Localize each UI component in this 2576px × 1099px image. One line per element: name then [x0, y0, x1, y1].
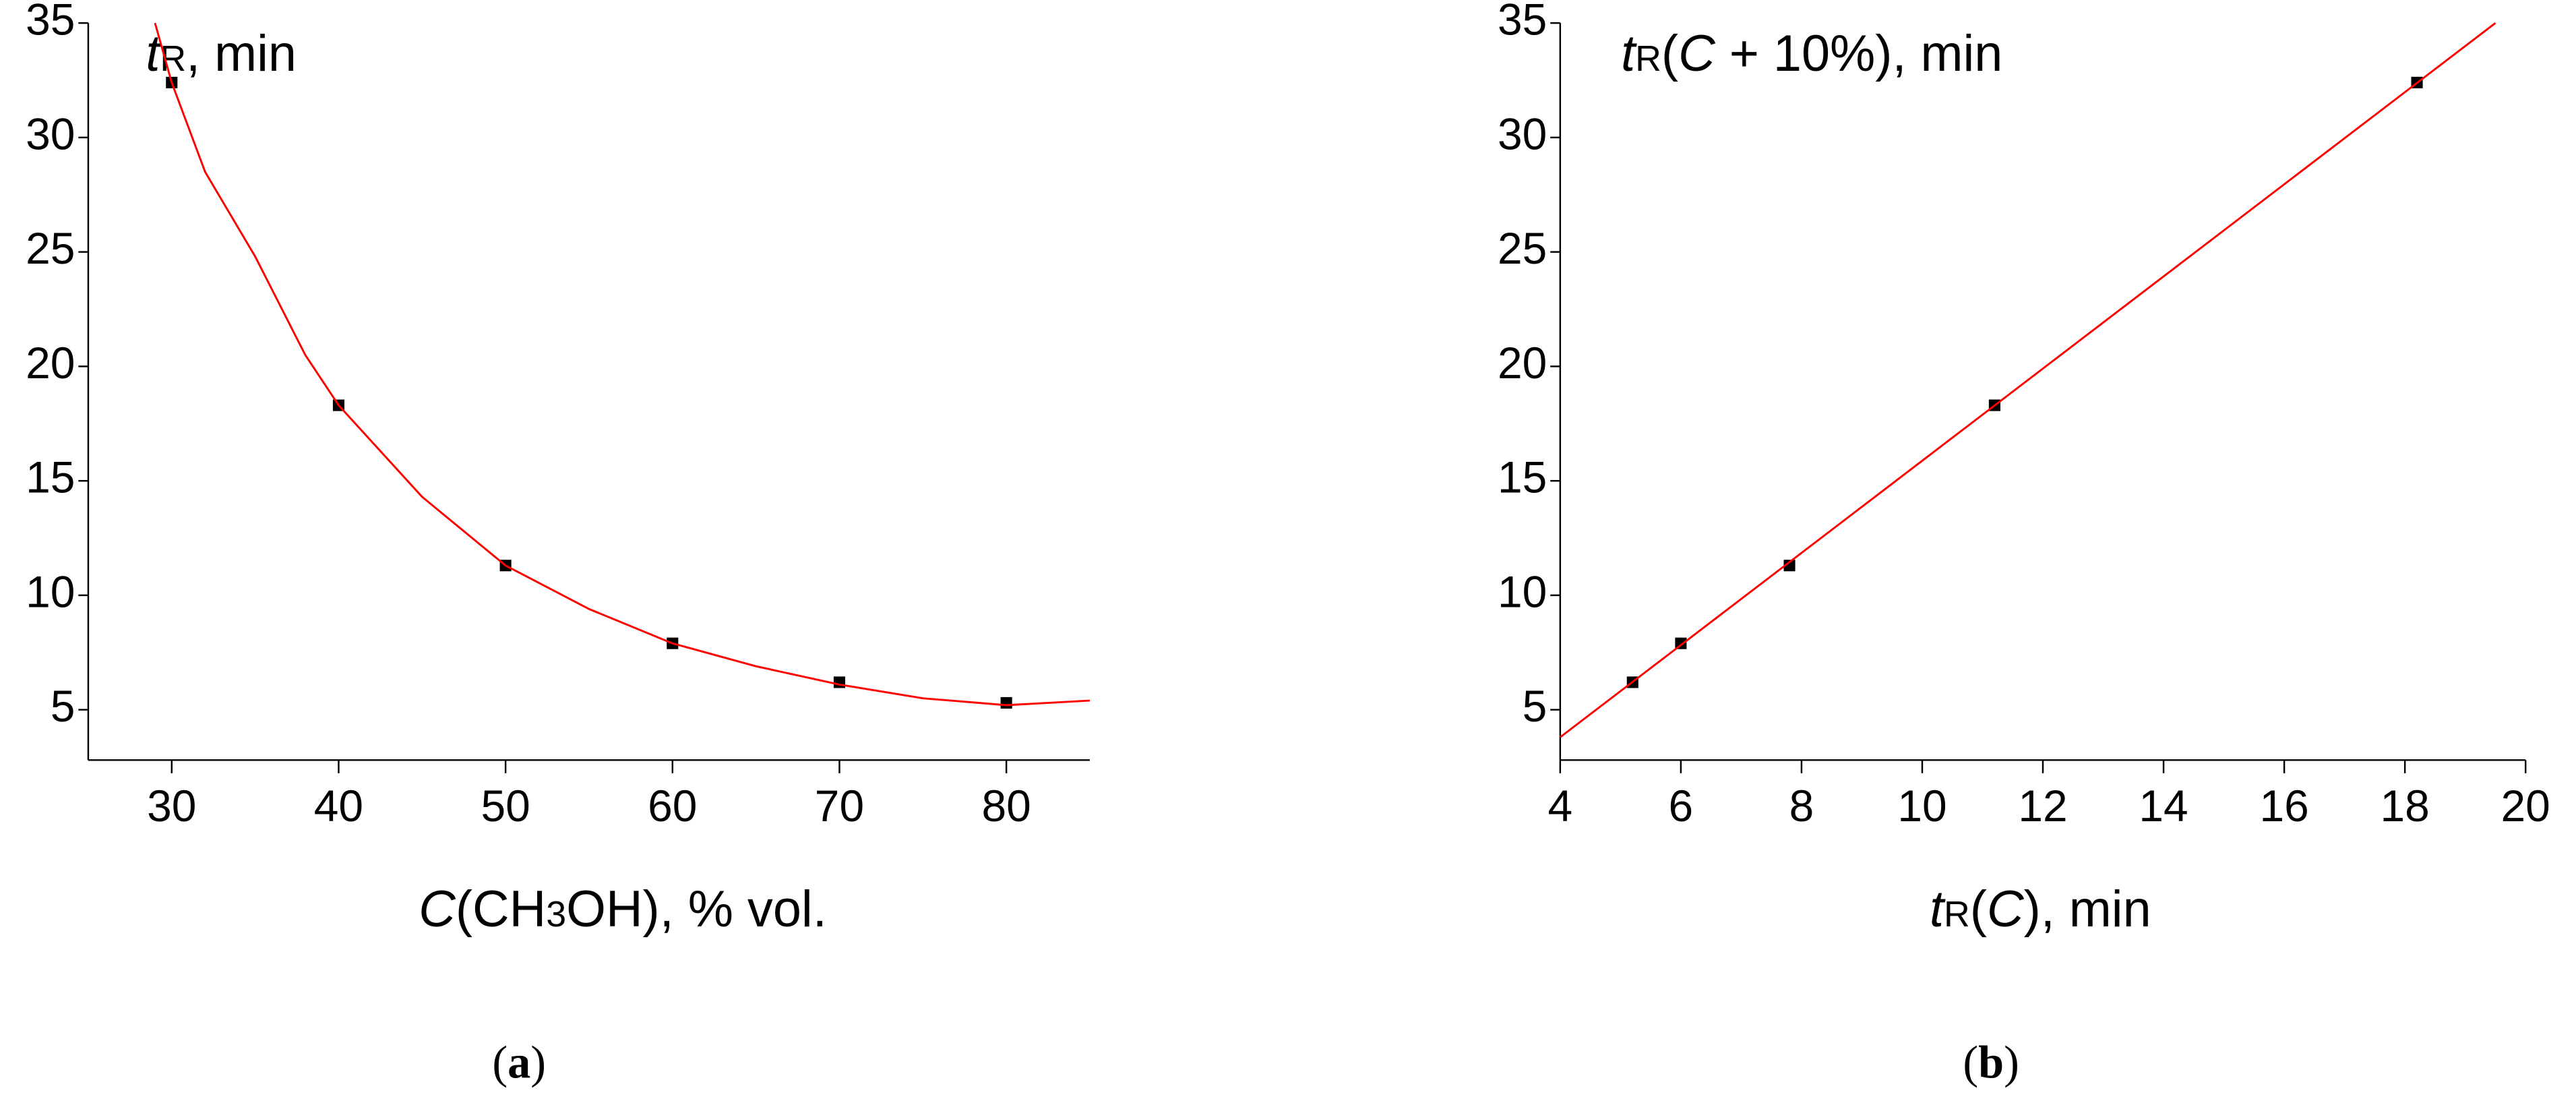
x-tick-label: 50: [481, 781, 530, 831]
label-part: (: [492, 1036, 508, 1088]
y-tick-label: 10: [26, 566, 75, 616]
label-part: R: [1635, 38, 1661, 79]
x-tick-label: 80: [981, 781, 1031, 831]
y-tick-label: 35: [26, 0, 75, 44]
y-tick-label: 10: [1498, 566, 1547, 616]
data-point: [1783, 560, 1796, 572]
label-part: C: [1987, 881, 2025, 938]
panel-label: (a): [492, 1036, 546, 1088]
fit-line: [1559, 22, 2496, 738]
x-tick-label: 8: [1789, 781, 1814, 831]
y-tick-label: 20: [1498, 338, 1547, 388]
panel-label: (b): [1963, 1036, 2019, 1088]
label-part: t: [1930, 881, 1946, 938]
x-tick-label: 70: [815, 781, 864, 831]
y-tick-label: 35: [1498, 0, 1547, 44]
y-tick-label: 30: [26, 109, 75, 158]
x-tick-label: 60: [648, 781, 697, 831]
fit-line: [154, 22, 1091, 707]
y-tick-label: 30: [1498, 109, 1547, 158]
x-tick-label: 20: [2501, 781, 2550, 831]
y-axis-label: tR, min: [146, 26, 297, 82]
label-part: a: [508, 1036, 530, 1088]
label-part: (CH: [456, 881, 546, 938]
y-tick-label: 5: [51, 681, 75, 731]
panel-a: tR, min C(CH3OH), % vol. (a): [146, 26, 826, 1088]
x-tick-label: 16: [2259, 781, 2308, 831]
y-tick-label: 20: [26, 338, 75, 388]
panel-b: tR(C + 10%), min tR(C), min (b): [1621, 26, 2151, 1088]
x-tick-label: 12: [2018, 781, 2067, 831]
label-part: t: [1621, 26, 1637, 82]
label-part: + 10%), min: [1715, 26, 2003, 82]
x-tick-label: 14: [2139, 781, 2188, 831]
label-part: 3: [546, 894, 566, 934]
y-tick-label: 15: [26, 452, 75, 502]
x-tick-label: 6: [1669, 781, 1694, 831]
y-tick-label: 5: [1523, 681, 1547, 731]
x-axis-label: C(CH3OH), % vol.: [419, 881, 827, 938]
x-tick-label: 4: [1548, 781, 1573, 831]
y-tick-label: 25: [1498, 223, 1547, 273]
label-part: R: [160, 38, 186, 79]
label-part: ): [530, 1036, 546, 1088]
label-part: OH), % vol.: [566, 881, 827, 938]
label-part: , min: [186, 26, 297, 82]
label-part: C: [1678, 26, 1716, 82]
y-tick-label: 25: [26, 223, 75, 273]
y-tick-label: 15: [1498, 452, 1547, 502]
label-part: ), min: [2024, 881, 2151, 938]
x-tick-label: 40: [314, 781, 363, 831]
x-axis-label: tR(C), min: [1930, 881, 2151, 938]
data-point: [1000, 696, 1012, 709]
label-part: b: [1978, 1036, 2004, 1088]
label-part: R: [1944, 894, 1970, 934]
label-part: (: [1661, 26, 1678, 82]
x-tick-label: 30: [147, 781, 196, 831]
label-part: (: [1970, 881, 1987, 938]
x-tick-label: 18: [2381, 781, 2430, 831]
label-part: ): [2004, 1036, 2019, 1088]
x-tick-label: 10: [1897, 781, 1946, 831]
data-point: [833, 676, 845, 688]
y-axis-label: tR(C + 10%), min: [1621, 26, 2002, 82]
label-part: C: [419, 881, 456, 938]
label-part: (: [1963, 1036, 1978, 1088]
